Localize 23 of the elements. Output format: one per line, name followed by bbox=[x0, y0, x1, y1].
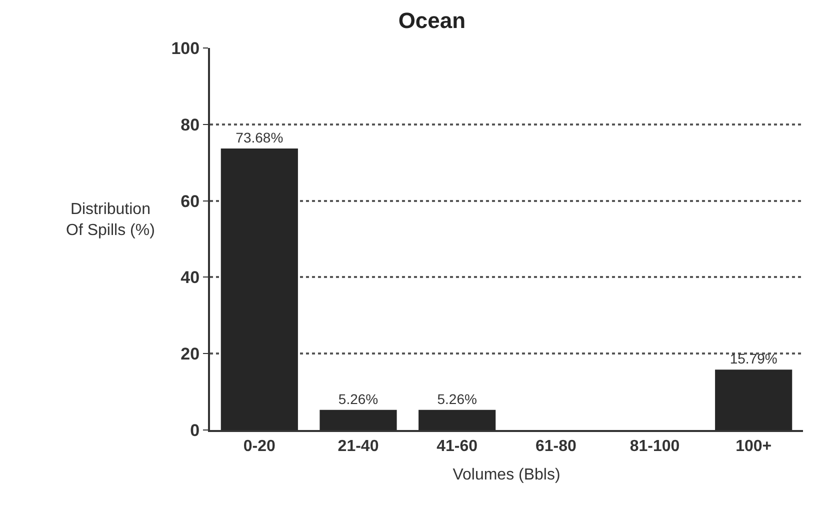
x-axis-title: Volumes (Bbls) bbox=[452, 466, 560, 484]
bar bbox=[418, 410, 496, 430]
x-tick-label: 41-60 bbox=[436, 438, 478, 456]
data-label: 73.68% bbox=[236, 130, 284, 146]
data-label: 5.26% bbox=[338, 390, 378, 407]
y-tick-label: 0 bbox=[190, 420, 200, 440]
chart-title: Ocean bbox=[398, 8, 466, 34]
y-tick-label: 80 bbox=[180, 115, 200, 134]
bar bbox=[320, 410, 397, 430]
y-tick-label: 20 bbox=[180, 344, 200, 364]
y-axis-title: Distribution Of Spills (%) bbox=[66, 201, 155, 239]
y-tick-label: 60 bbox=[180, 192, 200, 211]
x-tick-label: 0-20 bbox=[243, 438, 276, 456]
data-label: 5.26% bbox=[437, 390, 477, 407]
x-tick-label: 81-100 bbox=[630, 438, 680, 456]
y-tick-label: 40 bbox=[180, 268, 200, 288]
data-label: 15.79% bbox=[730, 350, 778, 367]
x-tick-label: 61-80 bbox=[535, 438, 576, 456]
bar bbox=[220, 148, 298, 430]
x-tick-label: 21-40 bbox=[338, 438, 379, 456]
bar bbox=[715, 370, 792, 430]
y-tick-label: 100 bbox=[171, 38, 200, 58]
x-tick-label: 100+ bbox=[736, 438, 772, 456]
